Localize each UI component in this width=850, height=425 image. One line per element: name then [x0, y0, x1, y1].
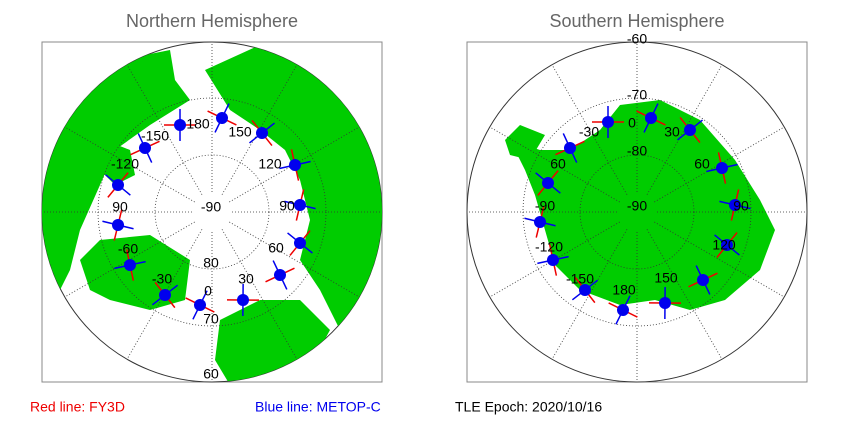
graticule-label: -60 [118, 241, 138, 257]
graticule-label: -120 [535, 239, 563, 255]
panel-title: Southern Hemisphere [549, 11, 724, 31]
satellite-position [112, 179, 124, 191]
satellite-position [256, 127, 268, 139]
graticule-label: 0 [628, 115, 636, 131]
satellite-position [716, 162, 728, 174]
graticule-label: 80 [203, 255, 219, 271]
graticule-meridian [551, 229, 628, 360]
satellite-position [564, 142, 576, 154]
graticule-meridian [654, 221, 785, 298]
graticule-label: -150 [566, 271, 594, 287]
graticule-label: 120 [712, 237, 736, 253]
graticule-label: 120 [258, 156, 282, 172]
satellite-position [534, 216, 546, 228]
satellite-position [294, 199, 306, 211]
graticule-meridian [221, 229, 298, 360]
satellite-position [237, 294, 249, 306]
satellite-position [547, 254, 559, 266]
panel-title: Northern Hemisphere [126, 11, 298, 31]
graticule-label: 180 [612, 282, 636, 298]
satellite-position [617, 304, 629, 316]
satellite-position [602, 116, 614, 128]
graticule-meridian [646, 229, 723, 360]
satellite-position [289, 159, 301, 171]
graticule-label: 90 [112, 199, 128, 215]
satellite-position [112, 219, 124, 231]
graticule-label: -90 [627, 198, 647, 214]
graticule-meridian [489, 126, 620, 203]
land [42, 50, 190, 290]
graticule-meridian [551, 64, 628, 195]
graticule-label: 30 [664, 124, 680, 140]
graticule-meridian [64, 126, 195, 203]
satellite-position [274, 269, 286, 281]
satellite-position [542, 177, 554, 189]
tle-epoch: TLE Epoch: 2020/10/16 [455, 399, 602, 415]
legend-fy3d: Red line: FY3D [30, 399, 125, 415]
graticule-label: -30 [152, 271, 172, 287]
land [100, 140, 135, 185]
satellite-position [729, 199, 741, 211]
graticule-label: -150 [141, 128, 169, 144]
graticule-label: 60 [203, 366, 219, 382]
land [205, 45, 382, 330]
graticule-label: -90 [535, 198, 555, 214]
satellite-position [174, 119, 186, 131]
graticule-label: 30 [238, 271, 254, 287]
satellite-position [159, 289, 171, 301]
graticule-label: -30 [579, 124, 599, 140]
graticule-meridian [229, 221, 360, 298]
satellite-position [216, 112, 228, 124]
satellite-position [659, 297, 671, 309]
graticule-label: 90 [279, 198, 295, 214]
satellite-position [721, 239, 733, 251]
graticule-label: 90 [733, 198, 749, 214]
satellite-position [124, 259, 136, 271]
graticule-label: 180 [186, 116, 210, 132]
satellite-position [294, 237, 306, 249]
graticule-label: 60 [268, 240, 284, 256]
legend-metop: Blue line: METOP-C [255, 399, 381, 415]
graticule-label: 0 [204, 283, 212, 299]
satellite-position [697, 274, 709, 286]
graticule-label: 150 [654, 270, 678, 286]
satellite-position [645, 112, 657, 124]
land [505, 125, 545, 160]
graticule-label: -70 [627, 87, 647, 103]
graticule-label: -80 [627, 143, 647, 159]
graticule-label: 60 [694, 156, 710, 172]
satellite-position [139, 142, 151, 154]
land [510, 100, 775, 310]
graticule-meridian [126, 64, 203, 195]
satellite-position [684, 124, 696, 136]
graticule-label: 60 [550, 156, 566, 172]
graticule-label: 150 [228, 124, 252, 140]
south-land [505, 100, 775, 310]
graticule-label: -60 [627, 31, 647, 47]
satellite-position [194, 299, 206, 311]
satellite-position [579, 284, 591, 296]
graticule-label: -120 [111, 156, 139, 172]
graticule-label: 70 [203, 311, 219, 327]
graticule-label: -90 [201, 199, 221, 215]
